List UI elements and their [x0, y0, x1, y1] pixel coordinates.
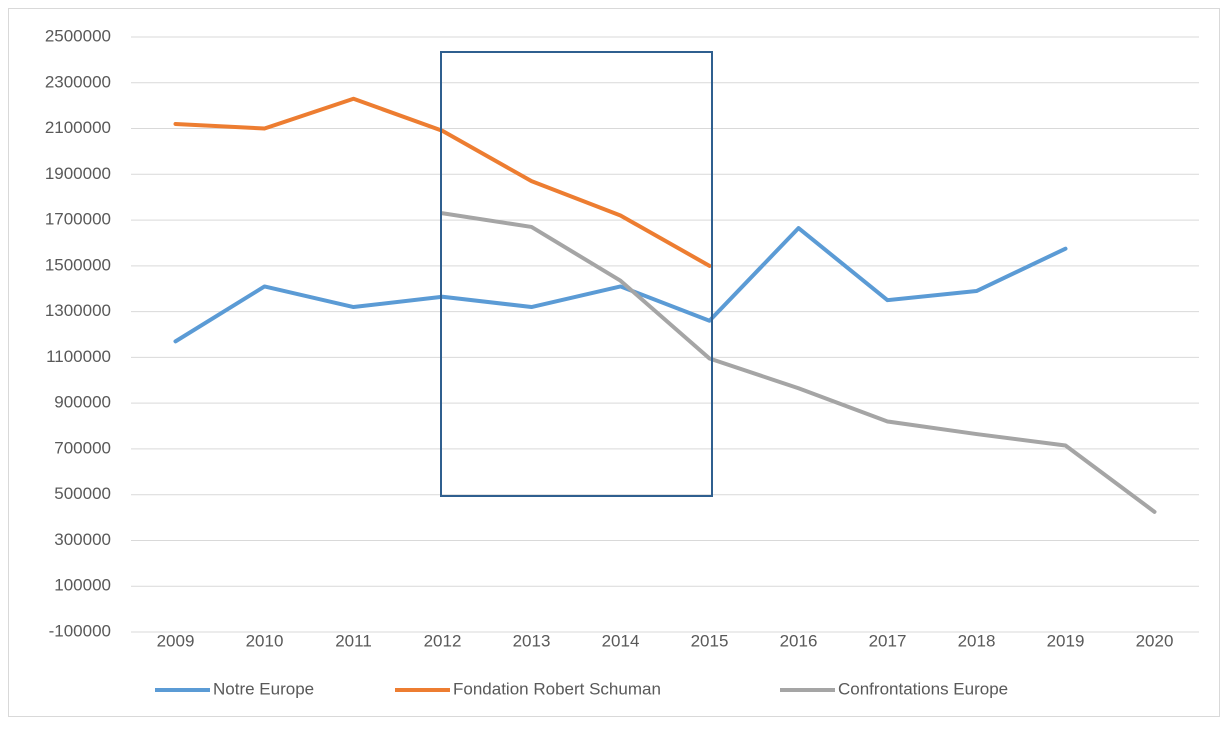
- x-tick-label: 2020: [1136, 631, 1174, 650]
- y-tick-label: -100000: [49, 621, 111, 640]
- y-tick-label: 2500000: [45, 26, 111, 45]
- y-tick-label: 300000: [54, 530, 111, 549]
- x-tick-label: 2015: [691, 631, 729, 650]
- legend-label: Confrontations Europe: [838, 679, 1008, 698]
- x-tick-label: 2009: [157, 631, 195, 650]
- x-tick-label: 2012: [424, 631, 462, 650]
- x-tick-label: 2013: [513, 631, 551, 650]
- series-line: [173, 226, 1068, 344]
- highlight-box: [440, 51, 713, 497]
- plot-area: -100000 100000 300000 500000 700000 900000 110…: [45, 26, 1199, 698]
- x-tick-label: 2017: [869, 631, 907, 650]
- x-tick-label: 2019: [1047, 631, 1085, 650]
- y-tick-label: 2100000: [45, 118, 111, 137]
- x-tick-label: 2018: [958, 631, 996, 650]
- x-tick-label: 2016: [780, 631, 818, 650]
- x-tick-label: 2011: [335, 631, 372, 650]
- series-line: [440, 211, 1157, 514]
- y-tick-label: 1900000: [45, 164, 111, 183]
- chart-border: [8, 8, 1220, 717]
- legend-label: Fondation Robert Schuman: [453, 679, 661, 698]
- y-tick-label: 1500000: [45, 255, 111, 274]
- y-tick-label: 1100000: [46, 347, 111, 366]
- x-tick-label: 2014: [602, 631, 640, 650]
- y-tick-label: 700000: [54, 438, 111, 457]
- series-line: [173, 96, 712, 268]
- x-tick-label: 2010: [246, 631, 284, 650]
- y-tick-label: 1300000: [45, 301, 111, 320]
- y-tick-label: 100000: [54, 576, 111, 595]
- y-tick-label: 900000: [54, 393, 111, 412]
- y-tick-label: 1700000: [45, 210, 111, 229]
- legend-label: Notre Europe: [213, 679, 314, 698]
- y-tick-label: 500000: [54, 484, 111, 503]
- y-tick-label: 2300000: [45, 72, 111, 91]
